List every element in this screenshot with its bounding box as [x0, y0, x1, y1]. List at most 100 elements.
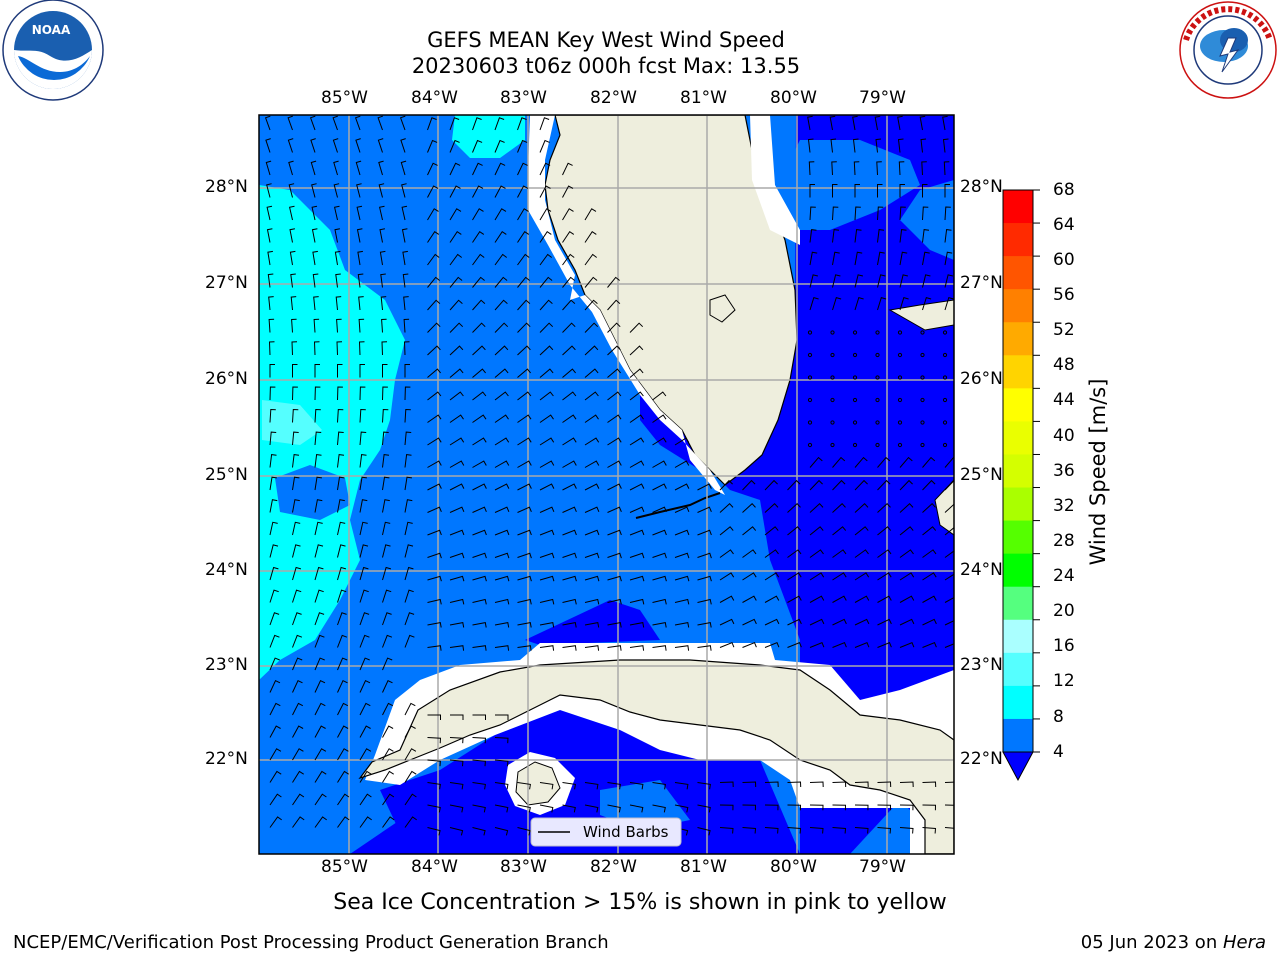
wind-barb: [539, 322, 554, 333]
wind-barb: [539, 460, 555, 468]
wind-barb: [427, 231, 440, 243]
wind-barb: [854, 804, 869, 811]
wind-barb: [808, 161, 815, 176]
wind-barb: [944, 229, 952, 243]
wind-barb: [404, 589, 414, 603]
calm-wind-marker: [942, 442, 948, 448]
colorbar-segment: [1003, 421, 1033, 455]
wind-barb: [314, 770, 327, 783]
wind-barb: [494, 117, 505, 131]
wind-barb: [809, 827, 824, 834]
wind-barb: [494, 253, 507, 266]
wind-barb: [494, 529, 510, 536]
colorbar-tick: 24: [1053, 566, 1075, 586]
wind-barb: [809, 549, 824, 558]
wind-barb: [359, 476, 367, 491]
lon-label-top: 84°W: [411, 88, 458, 108]
wind-barb: [402, 273, 409, 288]
wind-barb: [607, 782, 621, 790]
wind-barb: [292, 725, 304, 738]
wind-barb: [449, 483, 465, 491]
wind-barb: [269, 680, 281, 693]
wind-barb: [292, 499, 300, 513]
wind-barb: [382, 476, 390, 491]
wind-barb: [359, 544, 369, 558]
wind-barb: [852, 138, 859, 153]
wind-barb: [449, 645, 465, 651]
wind-barb: [449, 117, 460, 131]
wind-barb: [562, 506, 577, 513]
wind-barb: [269, 634, 280, 648]
wind-barb: [472, 598, 487, 605]
wind-barb: [899, 251, 908, 266]
wind-barb: [472, 552, 487, 559]
cuba-land: [358, 659, 954, 854]
wind-barb: [854, 572, 870, 581]
wind-barb: [787, 572, 802, 581]
wind-barb: [719, 804, 734, 811]
wind-barb: [311, 183, 317, 198]
wind-barb: [337, 680, 348, 693]
wind-barb: [877, 595, 892, 603]
wind-barb: [292, 566, 302, 581]
colorbar-segment: [1003, 289, 1033, 323]
wind-barb: [427, 804, 441, 813]
wind-barb: [357, 273, 364, 288]
wind-barb: [832, 595, 847, 603]
wind-barb: [381, 318, 387, 333]
sea-ice-note: Sea Ice Concentration > 15% is shown in …: [333, 890, 947, 915]
wind-barb: [494, 322, 509, 333]
wind-barb: [380, 296, 387, 311]
ocean-12-16-north: [452, 115, 525, 158]
wind-barb: [313, 318, 320, 333]
wind-barb: [427, 506, 442, 513]
wind-barb: [629, 552, 645, 559]
wind-barb: [854, 456, 868, 468]
wind-barb: [472, 804, 486, 813]
wind-barb: [312, 250, 318, 266]
wind-barb: [335, 273, 341, 288]
wind-barb: [472, 506, 487, 513]
wind-barb: [314, 680, 326, 693]
wind-barb: [314, 386, 321, 401]
wind-barb: [292, 454, 300, 468]
wind-barb: [809, 274, 819, 288]
wind-barb: [607, 645, 622, 651]
wind-barb: [607, 552, 622, 559]
wind-barb: [472, 299, 486, 311]
wind-barb: [787, 618, 802, 626]
wind-barb: [379, 205, 385, 221]
wind-barbs-legend: Wind Barbs: [530, 817, 682, 847]
wind-barb: [401, 205, 408, 221]
wind-barb: [652, 575, 667, 582]
wind-barb: [697, 575, 712, 582]
wind-barb: [355, 138, 361, 153]
wind-barb: [359, 589, 369, 603]
wind-barb: [629, 437, 645, 446]
wind-barb: [629, 322, 644, 333]
wind-barb: [562, 575, 577, 582]
wind-barb: [472, 253, 485, 266]
wind-barb: [269, 544, 279, 558]
colorbar-segment: [1003, 652, 1033, 687]
wind-barb: [539, 506, 555, 513]
wind-barb: [380, 273, 386, 288]
colorbar-segment: [1003, 487, 1033, 522]
wind-barb: [517, 299, 531, 311]
wind-barb: [809, 479, 823, 491]
wind-barb: [584, 645, 600, 651]
wind-barb: [494, 804, 509, 813]
wind-barb: [382, 770, 394, 783]
wind-barb: [404, 386, 411, 401]
wind-barb: [337, 725, 349, 738]
wind-barb: [607, 483, 622, 491]
wind-barb: [494, 139, 505, 153]
wind-barb: [337, 364, 343, 378]
wind-barb: [356, 205, 363, 221]
wind-barb: [404, 408, 411, 423]
calm-wind-marker: [897, 420, 903, 425]
wind-barb: [382, 748, 394, 761]
wind-barb: [359, 657, 370, 671]
wind-barb: [899, 206, 906, 221]
